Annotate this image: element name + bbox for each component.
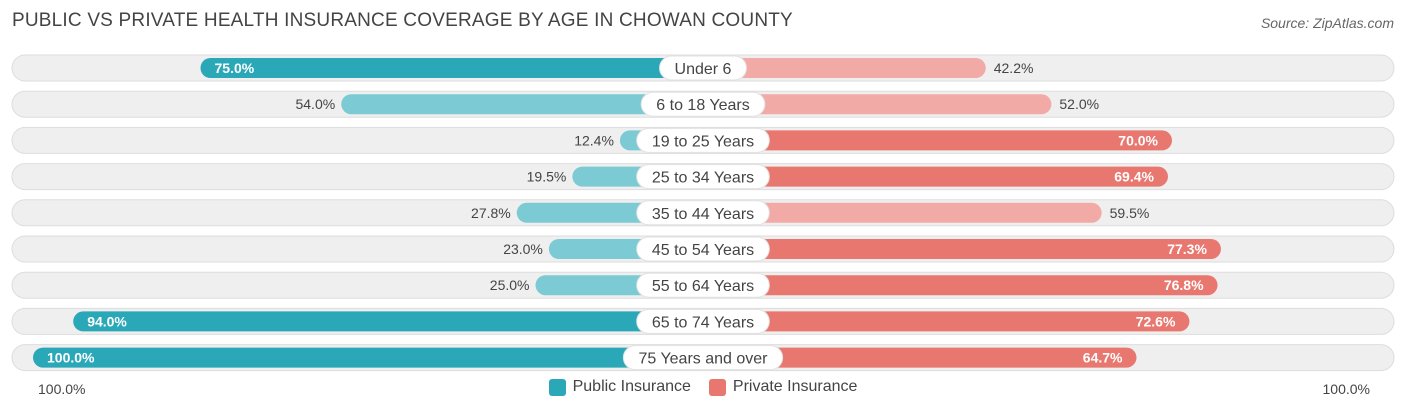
- private-bar: [703, 130, 1172, 151]
- private-bar: [703, 58, 986, 78]
- category-label: 25 to 34 Years: [652, 170, 754, 187]
- private-bar: [703, 275, 1218, 296]
- category-pill: [659, 55, 747, 81]
- legend-item-public: Public Insurance: [548, 378, 691, 396]
- category-pill: [636, 200, 770, 226]
- public-bar: [200, 58, 703, 78]
- category-pill: [636, 308, 770, 334]
- public-bar: [33, 347, 703, 368]
- private-value-label: 70.0%: [1118, 132, 1158, 148]
- legend-swatch-public: [548, 378, 566, 396]
- category-pill: [636, 272, 770, 298]
- category-label: 45 to 54 Years: [652, 242, 754, 259]
- public-value-label: 19.5%: [527, 169, 567, 185]
- private-value-label: 42.2%: [994, 60, 1034, 76]
- category-pill: [640, 91, 766, 117]
- public-value-label: 100.0%: [47, 350, 95, 366]
- legend: Public Insurance Private Insurance: [0, 378, 1406, 396]
- public-bar: [341, 94, 703, 115]
- private-bar: [703, 347, 1137, 368]
- category-pill: [636, 164, 770, 190]
- category-pill: [622, 345, 784, 371]
- category-label: 6 to 18 Years: [656, 97, 749, 114]
- private-value-label: 59.5%: [1110, 205, 1150, 221]
- private-value-label: 76.8%: [1164, 277, 1204, 293]
- category-label: 75 Years and over: [639, 351, 769, 368]
- private-value-label: 64.7%: [1083, 350, 1123, 366]
- public-value-label: 75.0%: [215, 60, 255, 76]
- legend-label-private: Private Insurance: [732, 378, 858, 395]
- private-value-label: 77.3%: [1167, 241, 1207, 257]
- public-value-label: 23.0%: [503, 241, 543, 257]
- private-bar: [703, 166, 1168, 187]
- axis-left-label: 100.0%: [38, 381, 86, 397]
- private-value-label: 72.6%: [1136, 313, 1176, 329]
- legend-label-public: Public Insurance: [572, 378, 691, 395]
- private-bar: [703, 202, 1102, 223]
- axis-right-label: 100.0%: [1322, 381, 1370, 397]
- source-label: Source: ZipAtlas.com: [1260, 15, 1394, 31]
- chart-area: 75.0% 42.2% Under 6 54.0% 52.0% 6 to 18 Years…: [11, 54, 1395, 372]
- public-value-label: 12.4%: [574, 132, 614, 148]
- legend-swatch-private: [708, 378, 726, 396]
- private-value-label: 52.0%: [1059, 96, 1099, 112]
- public-value-label: 54.0%: [295, 96, 335, 112]
- legend-item-private: Private Insurance: [708, 378, 858, 396]
- private-bar: [703, 239, 1221, 259]
- public-value-label: 94.0%: [87, 313, 127, 329]
- category-label: 65 to 74 Years: [652, 314, 754, 331]
- private-bar: [703, 94, 1052, 115]
- private-value-label: 69.4%: [1114, 169, 1154, 185]
- category-label: 19 to 25 Years: [652, 133, 754, 150]
- chart-title: PUBLIC VS PRIVATE HEALTH INSURANCE COVER…: [12, 10, 793, 31]
- public-bar: [73, 311, 703, 332]
- category-label: Under 6: [675, 61, 732, 78]
- category-pill: [636, 127, 770, 153]
- private-bar: [703, 311, 1190, 332]
- category-label: 55 to 64 Years: [652, 278, 754, 295]
- category-pill: [636, 236, 770, 262]
- public-value-label: 25.0%: [490, 277, 530, 293]
- category-label: 35 to 44 Years: [652, 206, 754, 223]
- public-value-label: 27.8%: [471, 205, 511, 221]
